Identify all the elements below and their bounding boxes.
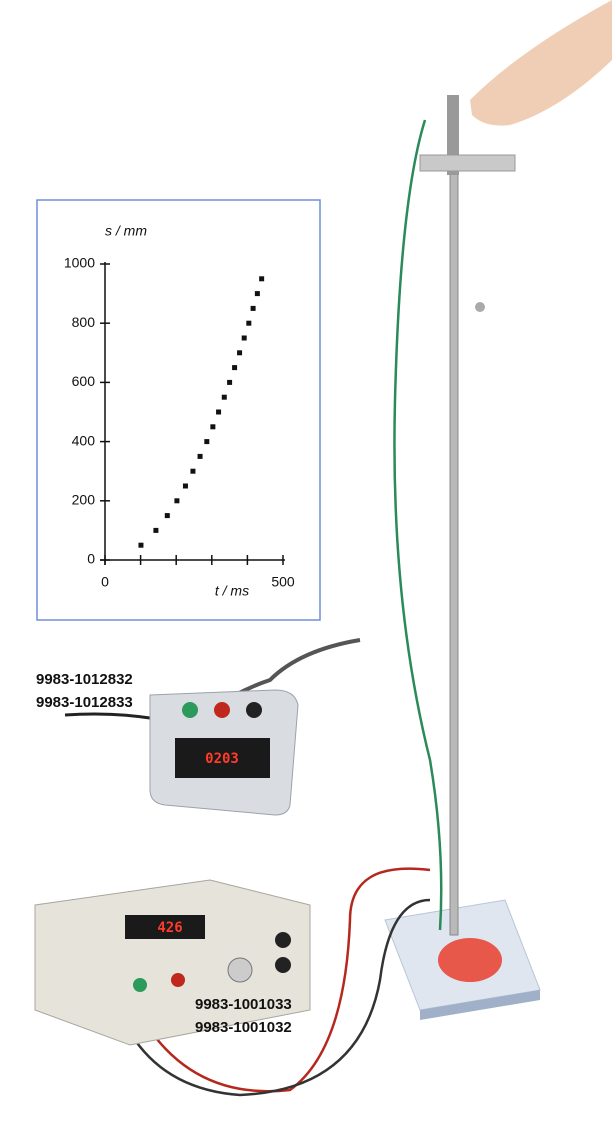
data-point	[246, 320, 252, 326]
knob	[227, 957, 253, 983]
supply-case	[34, 879, 311, 1046]
data-point	[216, 409, 222, 415]
data-point	[254, 291, 260, 297]
button	[275, 957, 291, 973]
data-point	[259, 276, 265, 282]
data-point	[153, 527, 159, 533]
socket-green	[182, 702, 198, 718]
green-cable	[393, 119, 443, 931]
data-point	[204, 439, 210, 445]
socket-red	[171, 973, 185, 987]
data-point	[164, 513, 170, 519]
hand	[470, 0, 612, 126]
photo	[34, 0, 612, 1097]
supply-display: 426	[157, 920, 182, 936]
data-point	[210, 424, 216, 430]
x-tick-label: 500	[271, 574, 295, 590]
y-tick-label: 400	[72, 432, 96, 448]
button	[275, 932, 291, 948]
data-point	[227, 379, 233, 385]
data-point	[232, 365, 238, 371]
stand-base-edge	[420, 990, 540, 1020]
socket-red	[214, 702, 230, 718]
product-number: 9983-1012833	[36, 694, 133, 711]
timer-display-panel	[175, 738, 270, 778]
product-number: 9983-1001032	[195, 1019, 292, 1036]
y-axis-label: s / mm	[105, 223, 147, 239]
data-point	[241, 335, 247, 341]
y-tick-label: 600	[72, 373, 96, 389]
chart-frame	[36, 199, 321, 621]
product-number: 9983-1012832	[36, 671, 133, 688]
ball	[475, 302, 485, 312]
power-cord	[64, 712, 151, 720]
clamp	[419, 154, 516, 172]
product-number: 9983-1001033	[195, 996, 292, 1013]
data-point	[190, 468, 196, 474]
socket-green	[133, 978, 147, 992]
y-tick-label: 200	[72, 492, 96, 508]
black-cable	[133, 898, 431, 1097]
contact-plate	[438, 938, 502, 982]
data-point	[197, 453, 203, 459]
supply-display-panel	[125, 915, 205, 939]
socket-black	[246, 702, 262, 718]
data-point	[174, 498, 180, 504]
data-point	[182, 483, 188, 489]
x-tick-label: 0	[101, 574, 109, 590]
y-tick-label: 800	[72, 314, 96, 330]
data-point	[250, 305, 256, 311]
y-tick-label: 1000	[64, 255, 95, 271]
red-cable	[148, 867, 431, 1093]
rod	[449, 164, 459, 936]
y-tick-label: 0	[87, 551, 95, 567]
data-point	[237, 350, 243, 356]
data-point	[138, 542, 144, 548]
data-point	[221, 394, 227, 400]
x-axis-label: t / ms	[215, 583, 249, 599]
timer-display: 0203	[205, 751, 239, 767]
